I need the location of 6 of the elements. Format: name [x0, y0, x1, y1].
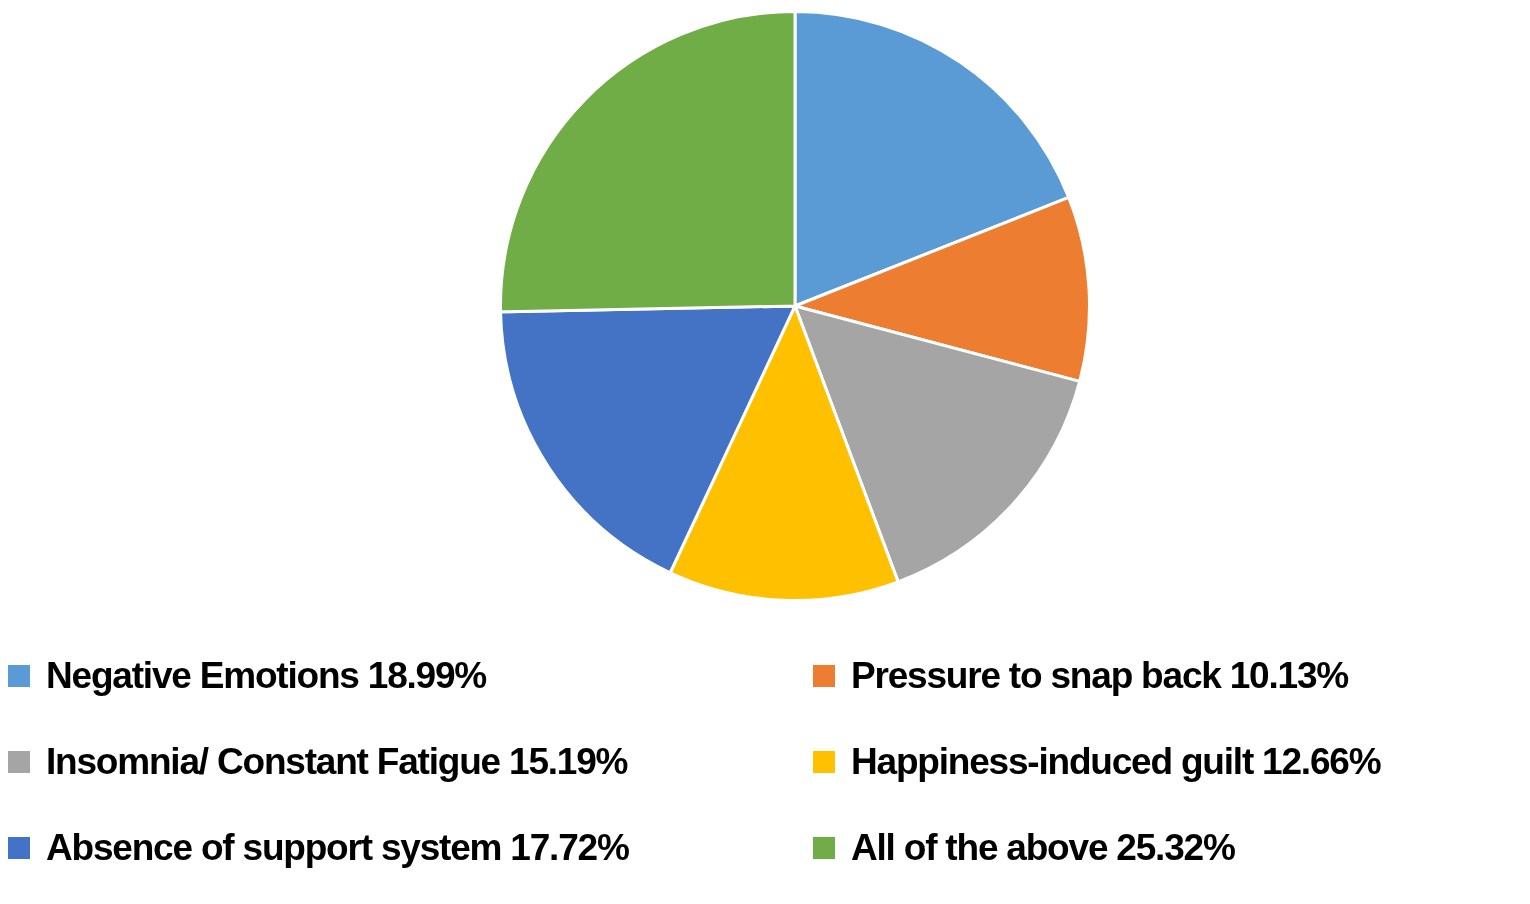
legend-label: Insomnia/ Constant Fatigue 15.19%: [46, 741, 628, 783]
legend-label: Absence of support system 17.72%: [46, 827, 629, 869]
legend-label: Pressure to snap back 10.13%: [851, 655, 1349, 697]
legend-label: Happiness-induced guilt 12.66%: [851, 741, 1381, 783]
legend-label: All of the above 25.32%: [851, 827, 1235, 869]
legend-label: Negative Emotions 18.99%: [46, 655, 487, 697]
